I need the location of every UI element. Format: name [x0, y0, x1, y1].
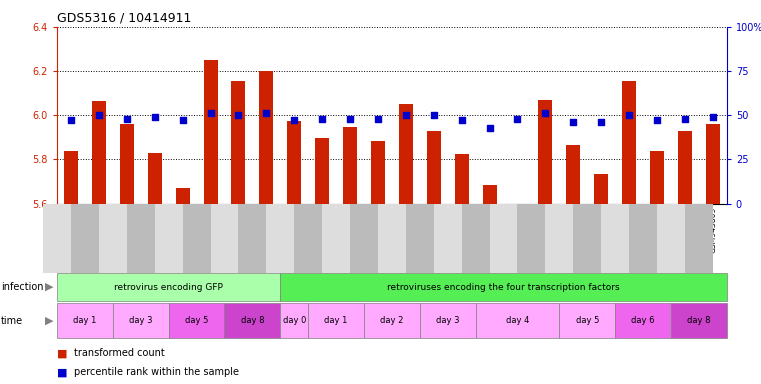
Text: day 1: day 1 — [324, 316, 348, 325]
Point — [540, 110, 552, 116]
Text: day 3: day 3 — [129, 316, 152, 325]
Text: time: time — [1, 316, 23, 326]
Text: day 2: day 2 — [380, 316, 403, 325]
Text: day 1: day 1 — [73, 316, 97, 325]
Text: day 6: day 6 — [632, 316, 654, 325]
Bar — [538, 100, 552, 204]
Bar — [231, 81, 245, 204]
Bar — [399, 104, 412, 204]
Bar — [650, 151, 664, 204]
Bar — [204, 60, 218, 204]
Point — [344, 116, 356, 122]
Bar — [705, 124, 720, 204]
Point — [372, 116, 384, 122]
Text: ▶: ▶ — [45, 282, 53, 292]
Bar — [482, 185, 496, 204]
Bar — [148, 153, 161, 204]
Text: retrovirus encoding GFP: retrovirus encoding GFP — [114, 283, 223, 291]
Bar — [678, 131, 692, 204]
Point — [707, 114, 719, 120]
Text: day 0: day 0 — [282, 316, 306, 325]
Text: percentile rank within the sample: percentile rank within the sample — [74, 367, 239, 377]
Point — [260, 110, 272, 116]
Point — [651, 118, 663, 124]
Point — [679, 116, 691, 122]
Point — [288, 118, 301, 124]
Bar — [176, 188, 189, 204]
Text: day 5: day 5 — [575, 316, 599, 325]
Bar — [594, 174, 608, 204]
Bar — [315, 138, 329, 204]
Bar — [622, 81, 636, 204]
Bar — [371, 141, 385, 204]
Text: transformed count: transformed count — [74, 348, 164, 358]
Text: day 4: day 4 — [506, 316, 529, 325]
Bar — [511, 204, 524, 211]
Point — [623, 112, 635, 118]
Point — [511, 116, 524, 122]
Point — [93, 112, 105, 118]
Text: infection: infection — [1, 282, 43, 292]
Point — [121, 116, 133, 122]
Point — [456, 118, 468, 124]
Text: day 8: day 8 — [240, 316, 264, 325]
Point — [316, 116, 328, 122]
Point — [65, 118, 77, 124]
Point — [483, 124, 495, 131]
Bar — [92, 101, 106, 204]
Point — [148, 114, 161, 120]
Point — [177, 118, 189, 124]
Point — [567, 119, 579, 125]
Text: GDS5316 / 10414911: GDS5316 / 10414911 — [57, 12, 192, 25]
Text: ▶: ▶ — [45, 316, 53, 326]
Point — [232, 112, 244, 118]
Bar — [260, 71, 273, 204]
Text: retroviruses encoding the four transcription factors: retroviruses encoding the four transcrip… — [387, 283, 620, 291]
Bar — [64, 151, 78, 204]
Text: day 5: day 5 — [185, 316, 209, 325]
Text: day 8: day 8 — [687, 316, 711, 325]
Text: ■: ■ — [57, 348, 68, 358]
Bar — [427, 131, 441, 204]
Point — [595, 119, 607, 125]
Bar — [454, 154, 469, 204]
Point — [205, 110, 217, 116]
Text: day 3: day 3 — [436, 316, 460, 325]
Point — [400, 112, 412, 118]
Point — [428, 112, 440, 118]
Bar — [288, 121, 301, 204]
Bar — [343, 127, 357, 204]
Bar — [566, 145, 580, 204]
Bar — [119, 124, 134, 204]
Text: ■: ■ — [57, 367, 68, 377]
